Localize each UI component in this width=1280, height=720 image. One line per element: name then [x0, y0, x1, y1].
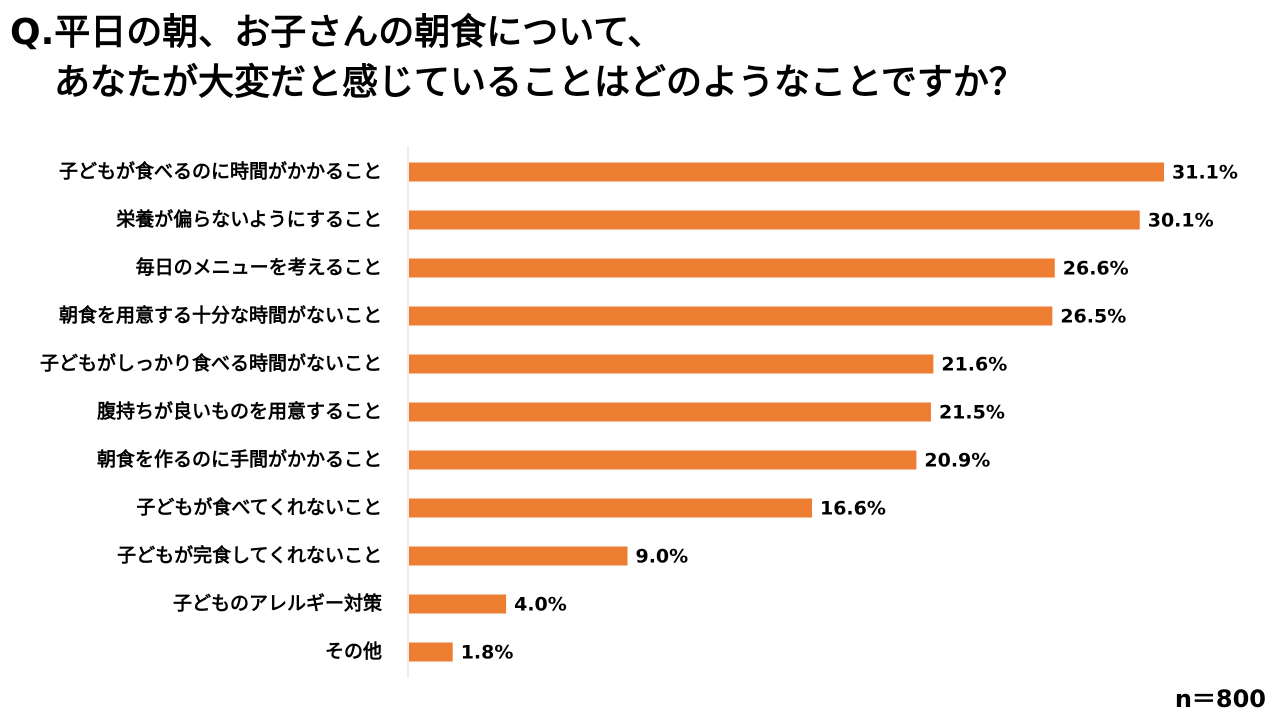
value-label: 4.0%: [514, 594, 567, 616]
bar: [409, 450, 917, 470]
value-label: 1.8%: [461, 642, 514, 664]
bar: [409, 306, 1053, 326]
category-label: 子どもがしっかり食べる時間がないこと: [40, 352, 382, 375]
value-label: 16.6%: [820, 498, 886, 520]
value-label: 21.6%: [941, 354, 1007, 376]
title-line-2: あなたが大変だと感じていることはどのようなことですか？: [54, 62, 1025, 103]
category-label: 子どもが完食してくれないこと: [117, 544, 382, 567]
title-line-1: Q.平日の朝、お子さんの朝食について、: [10, 12, 664, 53]
value-label: 21.5%: [939, 402, 1005, 424]
sample-size: n＝800: [1174, 685, 1266, 713]
category-label: 栄養が偏らないようにすること: [115, 208, 382, 231]
category-label: 毎日のメニューを考えること: [136, 256, 382, 279]
bar: [409, 258, 1055, 278]
category-label: 腹持ちが良いものを用意すること: [96, 400, 382, 423]
category-label: 朝食を作るのに手間がかかること: [97, 448, 382, 471]
category-label: 朝食を用意する十分な時間がないこと: [59, 304, 382, 327]
bar: [409, 642, 453, 662]
value-label: 26.5%: [1060, 306, 1126, 328]
category-label: 子どもが食べるのに時間がかかること: [59, 160, 382, 183]
bar: [409, 210, 1140, 230]
value-label: 26.6%: [1063, 258, 1129, 280]
value-label: 31.1%: [1172, 162, 1238, 184]
bar: [409, 498, 812, 518]
bar: [409, 594, 507, 614]
value-label: 20.9%: [924, 450, 990, 472]
bar: [409, 546, 628, 566]
value-label: 30.1%: [1148, 210, 1214, 232]
chart-title: Q.平日の朝、お子さんの朝食について、 あなたが大変だと感じていることはどのよう…: [10, 8, 1270, 108]
bar: [409, 354, 934, 374]
category-label: 子どものアレルギー対策: [173, 592, 383, 615]
bar: [409, 162, 1164, 182]
category-label: 子どもが食べてくれないこと: [136, 496, 382, 519]
category-label: その他: [325, 640, 382, 663]
bar: [409, 402, 931, 422]
value-label: 9.0%: [635, 546, 688, 568]
